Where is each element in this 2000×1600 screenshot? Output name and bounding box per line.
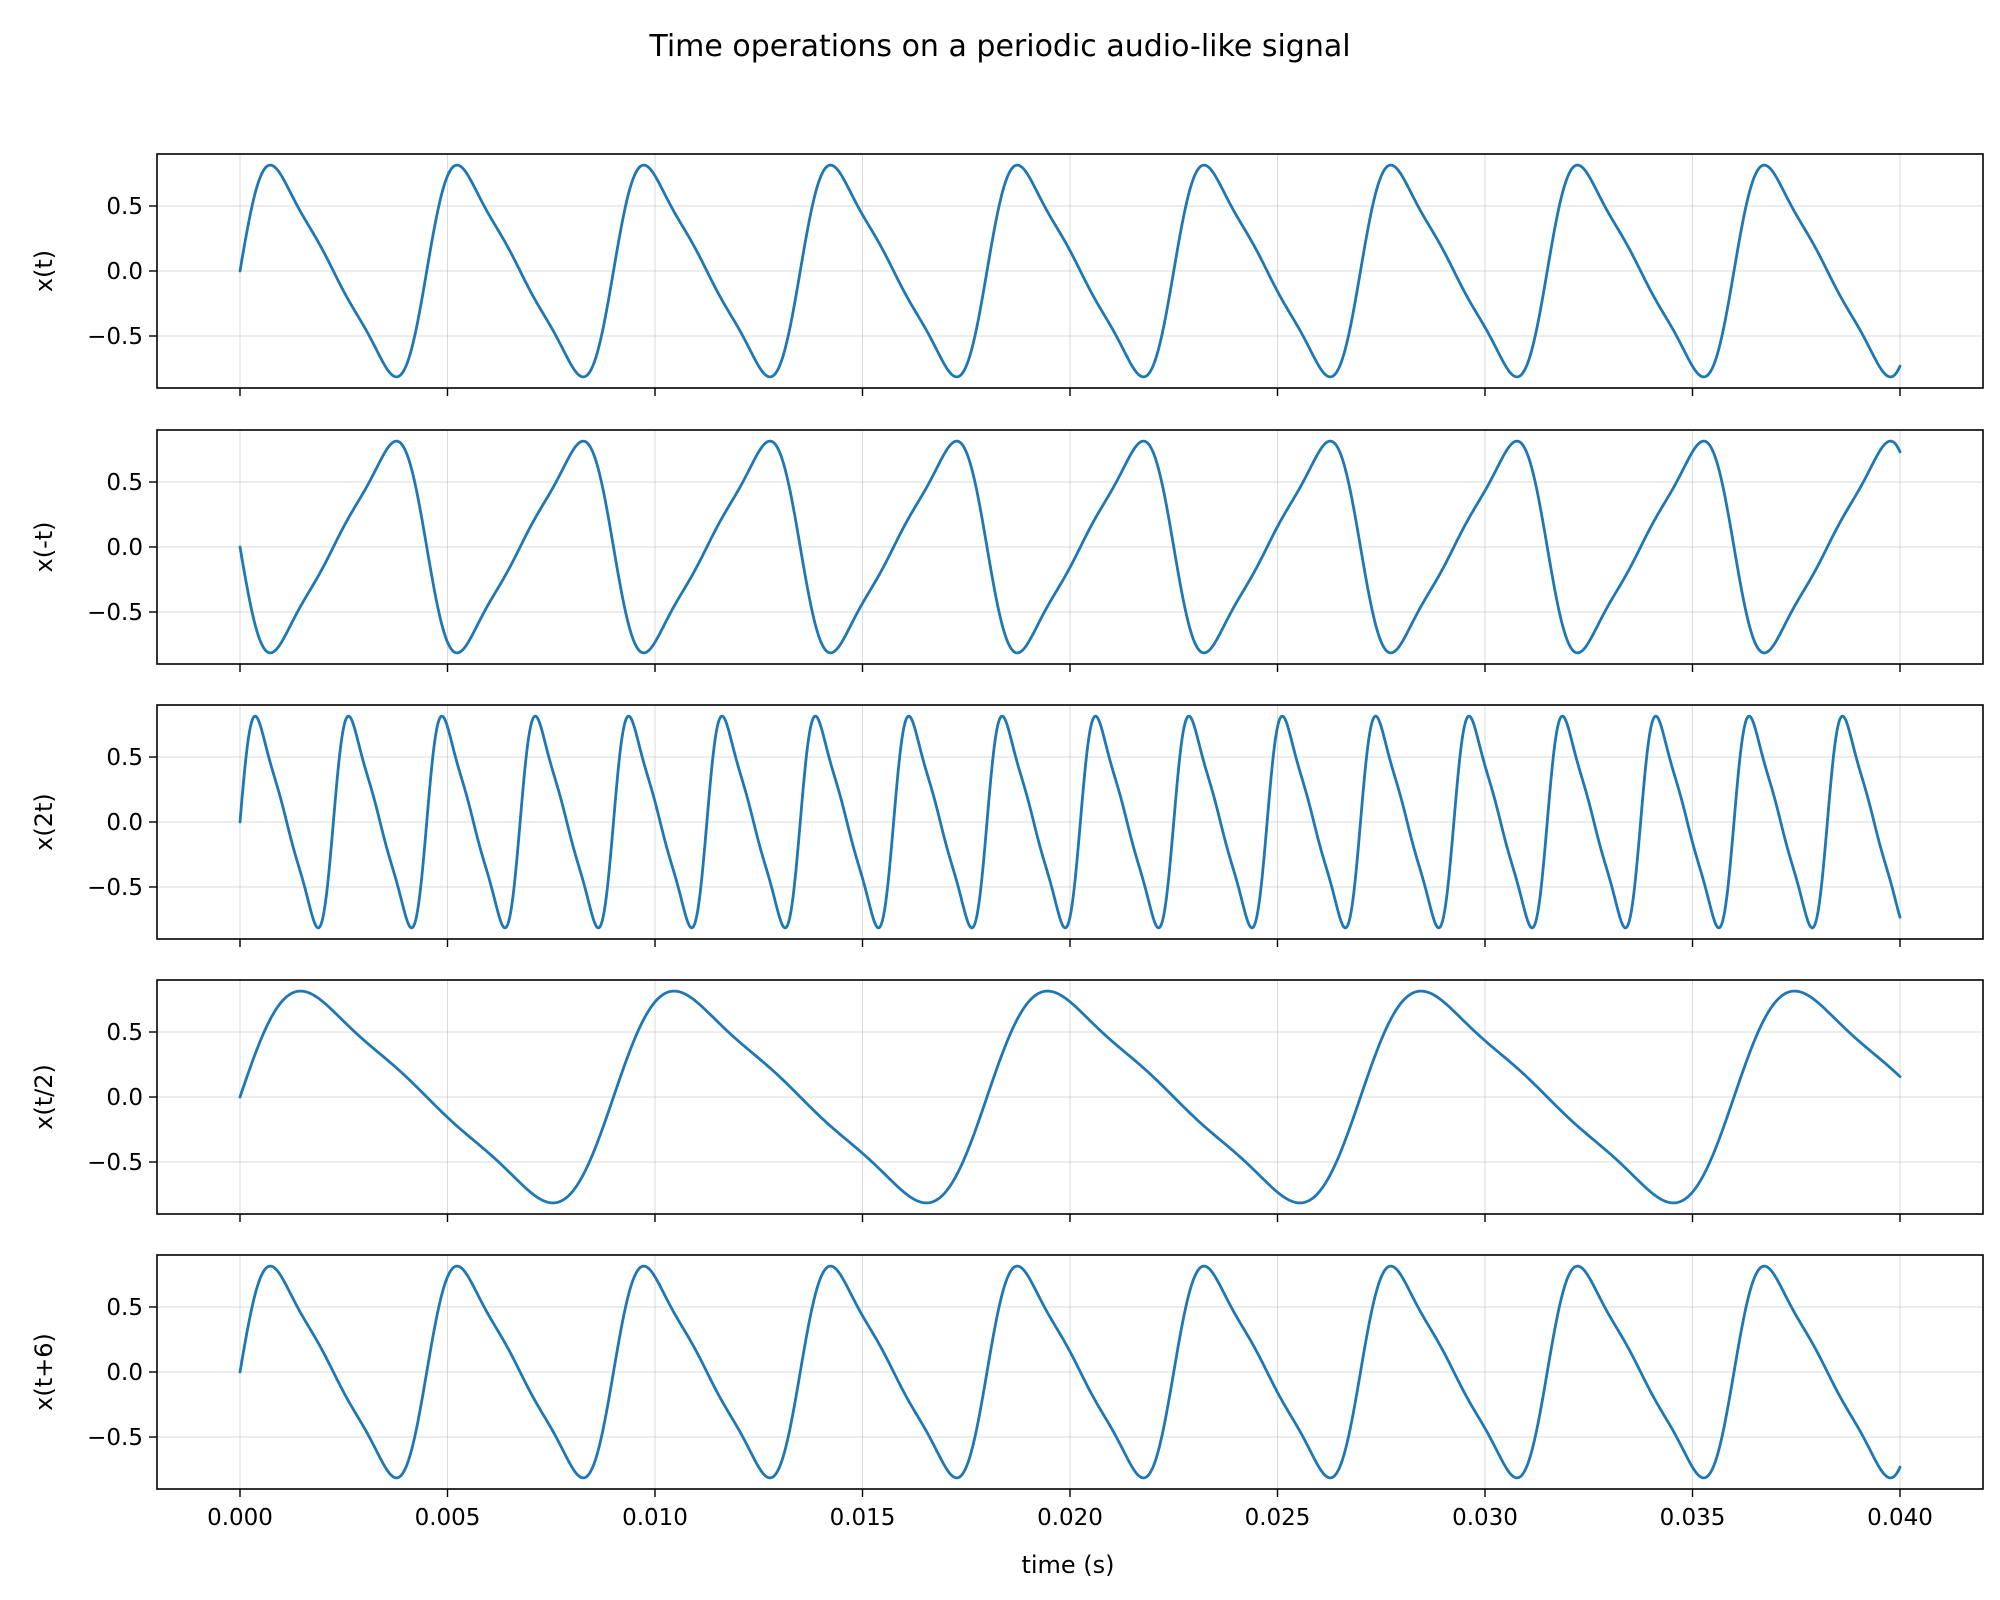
y-axis-label: x(t+6) — [30, 1333, 58, 1411]
y-tick-label: −0.5 — [87, 600, 143, 626]
y-tick-label: 0.0 — [106, 259, 143, 285]
subplot-3: 0.5 0.0 −0.5 x(2t) — [30, 704, 1984, 947]
subplot-1: 0.5 0.0 −0.5 x(t) — [30, 153, 1984, 396]
x-tick-label: 0.015 — [830, 1505, 896, 1531]
figure-title: Time operations on a periodic audio-like… — [648, 29, 1350, 64]
x-tick-label: 0.040 — [1867, 1505, 1933, 1531]
x-tick-label: 0.005 — [415, 1505, 481, 1531]
y-axis-label: x(t/2) — [30, 1064, 58, 1130]
series-line-x(t/2) — [238, 989, 1902, 1205]
y-tick-label: −0.5 — [87, 1425, 143, 1451]
y-tick-label: 0.5 — [106, 470, 143, 496]
y-axis-label: x(2t) — [30, 793, 58, 851]
series-line-x(-t) — [238, 439, 1902, 655]
y-tick-label: 0.5 — [106, 1020, 143, 1046]
x-tick-label: 0.000 — [207, 1505, 273, 1531]
y-tick-label: 0.0 — [106, 535, 143, 561]
series-line-x(2t) — [238, 714, 1902, 930]
y-axis-label: x(-t) — [30, 522, 58, 573]
y-tick-label: 0.0 — [106, 1360, 143, 1386]
y-tick-label: 0.5 — [106, 1295, 143, 1321]
y-tick-label: 0.0 — [106, 810, 143, 836]
series-line-x(t+6) — [238, 1264, 1902, 1480]
series-line-x(t) — [238, 163, 1902, 379]
y-axis-label: x(t) — [30, 250, 58, 292]
x-tick-label: 0.035 — [1660, 1505, 1726, 1531]
x-axis-label: time (s) — [1021, 1551, 1114, 1579]
subplot-4: 0.5 0.0 −0.5 x(t/2) — [30, 979, 1984, 1222]
y-tick-label: −0.5 — [87, 875, 143, 901]
subplot-panels: 0.5 0.0 −0.5 x(t) 0.5 0.0 −0.5 x(-t) 0.5 0.0 −0.5 x… — [30, 153, 1984, 1531]
x-tick-label: 0.020 — [1037, 1505, 1103, 1531]
y-tick-label: 0.0 — [106, 1085, 143, 1111]
y-tick-label: 0.5 — [106, 194, 143, 220]
y-tick-label: −0.5 — [87, 1150, 143, 1176]
y-tick-label: −0.5 — [87, 324, 143, 350]
x-tick-label: 0.025 — [1245, 1505, 1311, 1531]
x-tick-label: 0.030 — [1452, 1505, 1518, 1531]
x-tick-label: 0.010 — [622, 1505, 688, 1531]
subplot-5: 0.5 0.0 −0.5 0.000 0.005 0.010 0.015 0.020 0.025… — [30, 1254, 1984, 1531]
y-tick-label: 0.5 — [106, 745, 143, 771]
subplot-2: 0.5 0.0 −0.5 x(-t) — [30, 429, 1984, 672]
